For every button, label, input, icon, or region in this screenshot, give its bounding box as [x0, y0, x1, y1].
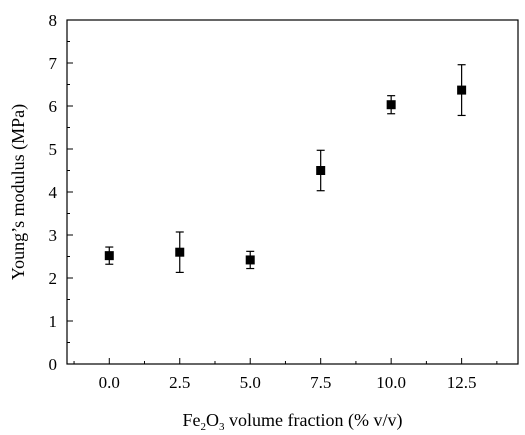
y-tick-label: 8	[49, 11, 58, 30]
data-point	[175, 247, 185, 257]
x-tick-label: 7.5	[310, 373, 331, 392]
y-tick-label: 2	[49, 269, 58, 288]
error-bars	[105, 64, 466, 274]
x-axis-title: Fe2O3 volume fraction (% v/v)	[183, 410, 403, 433]
y-tick-label: 1	[49, 312, 58, 331]
data-point	[457, 85, 467, 95]
x-tick-label: 5.0	[240, 373, 261, 392]
data-point	[316, 166, 326, 175]
x-tick-label: 10.0	[376, 373, 406, 392]
data-point	[104, 251, 114, 261]
y-tick-label: 5	[49, 140, 58, 159]
plot-frame	[66, 19, 519, 365]
x-tick-label: 0.0	[99, 373, 120, 392]
y-tick-labels: 0 1 2 3 4 5 6 7 8	[49, 11, 58, 374]
y-tick-label: 4	[49, 183, 58, 202]
y-tick-label: 0	[49, 355, 58, 374]
data-point	[245, 255, 255, 265]
data-point	[386, 100, 396, 110]
y-tick-label: 6	[49, 97, 58, 116]
x-tick-label: 2.5	[169, 373, 190, 392]
y-tick-label: 3	[49, 226, 58, 245]
x-tick-labels: 0.0 2.5 5.0 7.5 10.0 12.5	[99, 373, 477, 392]
axis-ticks	[67, 19, 498, 365]
y-tick-label: 7	[49, 54, 58, 73]
x-tick-label: 12.5	[447, 373, 477, 392]
data-points	[104, 85, 467, 265]
y-axis-title: Young’s modulus (MPa)	[8, 104, 29, 280]
